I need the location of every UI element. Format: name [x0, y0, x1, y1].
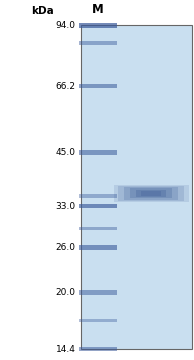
- Bar: [81, 25, 192, 349]
- Bar: [79, 245, 117, 249]
- Bar: [113, 185, 189, 202]
- Bar: [130, 189, 172, 198]
- Bar: [79, 290, 117, 294]
- Text: 14.4: 14.4: [56, 345, 76, 354]
- Bar: [79, 41, 117, 45]
- Bar: [79, 23, 117, 28]
- Bar: [79, 204, 117, 208]
- Bar: [124, 187, 178, 200]
- Text: 45.0: 45.0: [56, 148, 76, 157]
- Bar: [79, 84, 117, 88]
- Bar: [79, 319, 117, 322]
- Bar: [118, 186, 184, 201]
- Bar: [141, 191, 161, 196]
- Bar: [79, 347, 117, 351]
- Text: 20.0: 20.0: [56, 288, 76, 297]
- Text: 66.2: 66.2: [56, 81, 76, 90]
- Text: 33.0: 33.0: [55, 202, 76, 211]
- Bar: [79, 150, 117, 155]
- Text: 94.0: 94.0: [56, 21, 76, 30]
- Bar: [79, 226, 117, 230]
- Text: M: M: [92, 3, 104, 16]
- Bar: [136, 190, 166, 197]
- Text: kDa: kDa: [31, 6, 54, 16]
- Text: 26.0: 26.0: [56, 243, 76, 252]
- Bar: [79, 194, 117, 198]
